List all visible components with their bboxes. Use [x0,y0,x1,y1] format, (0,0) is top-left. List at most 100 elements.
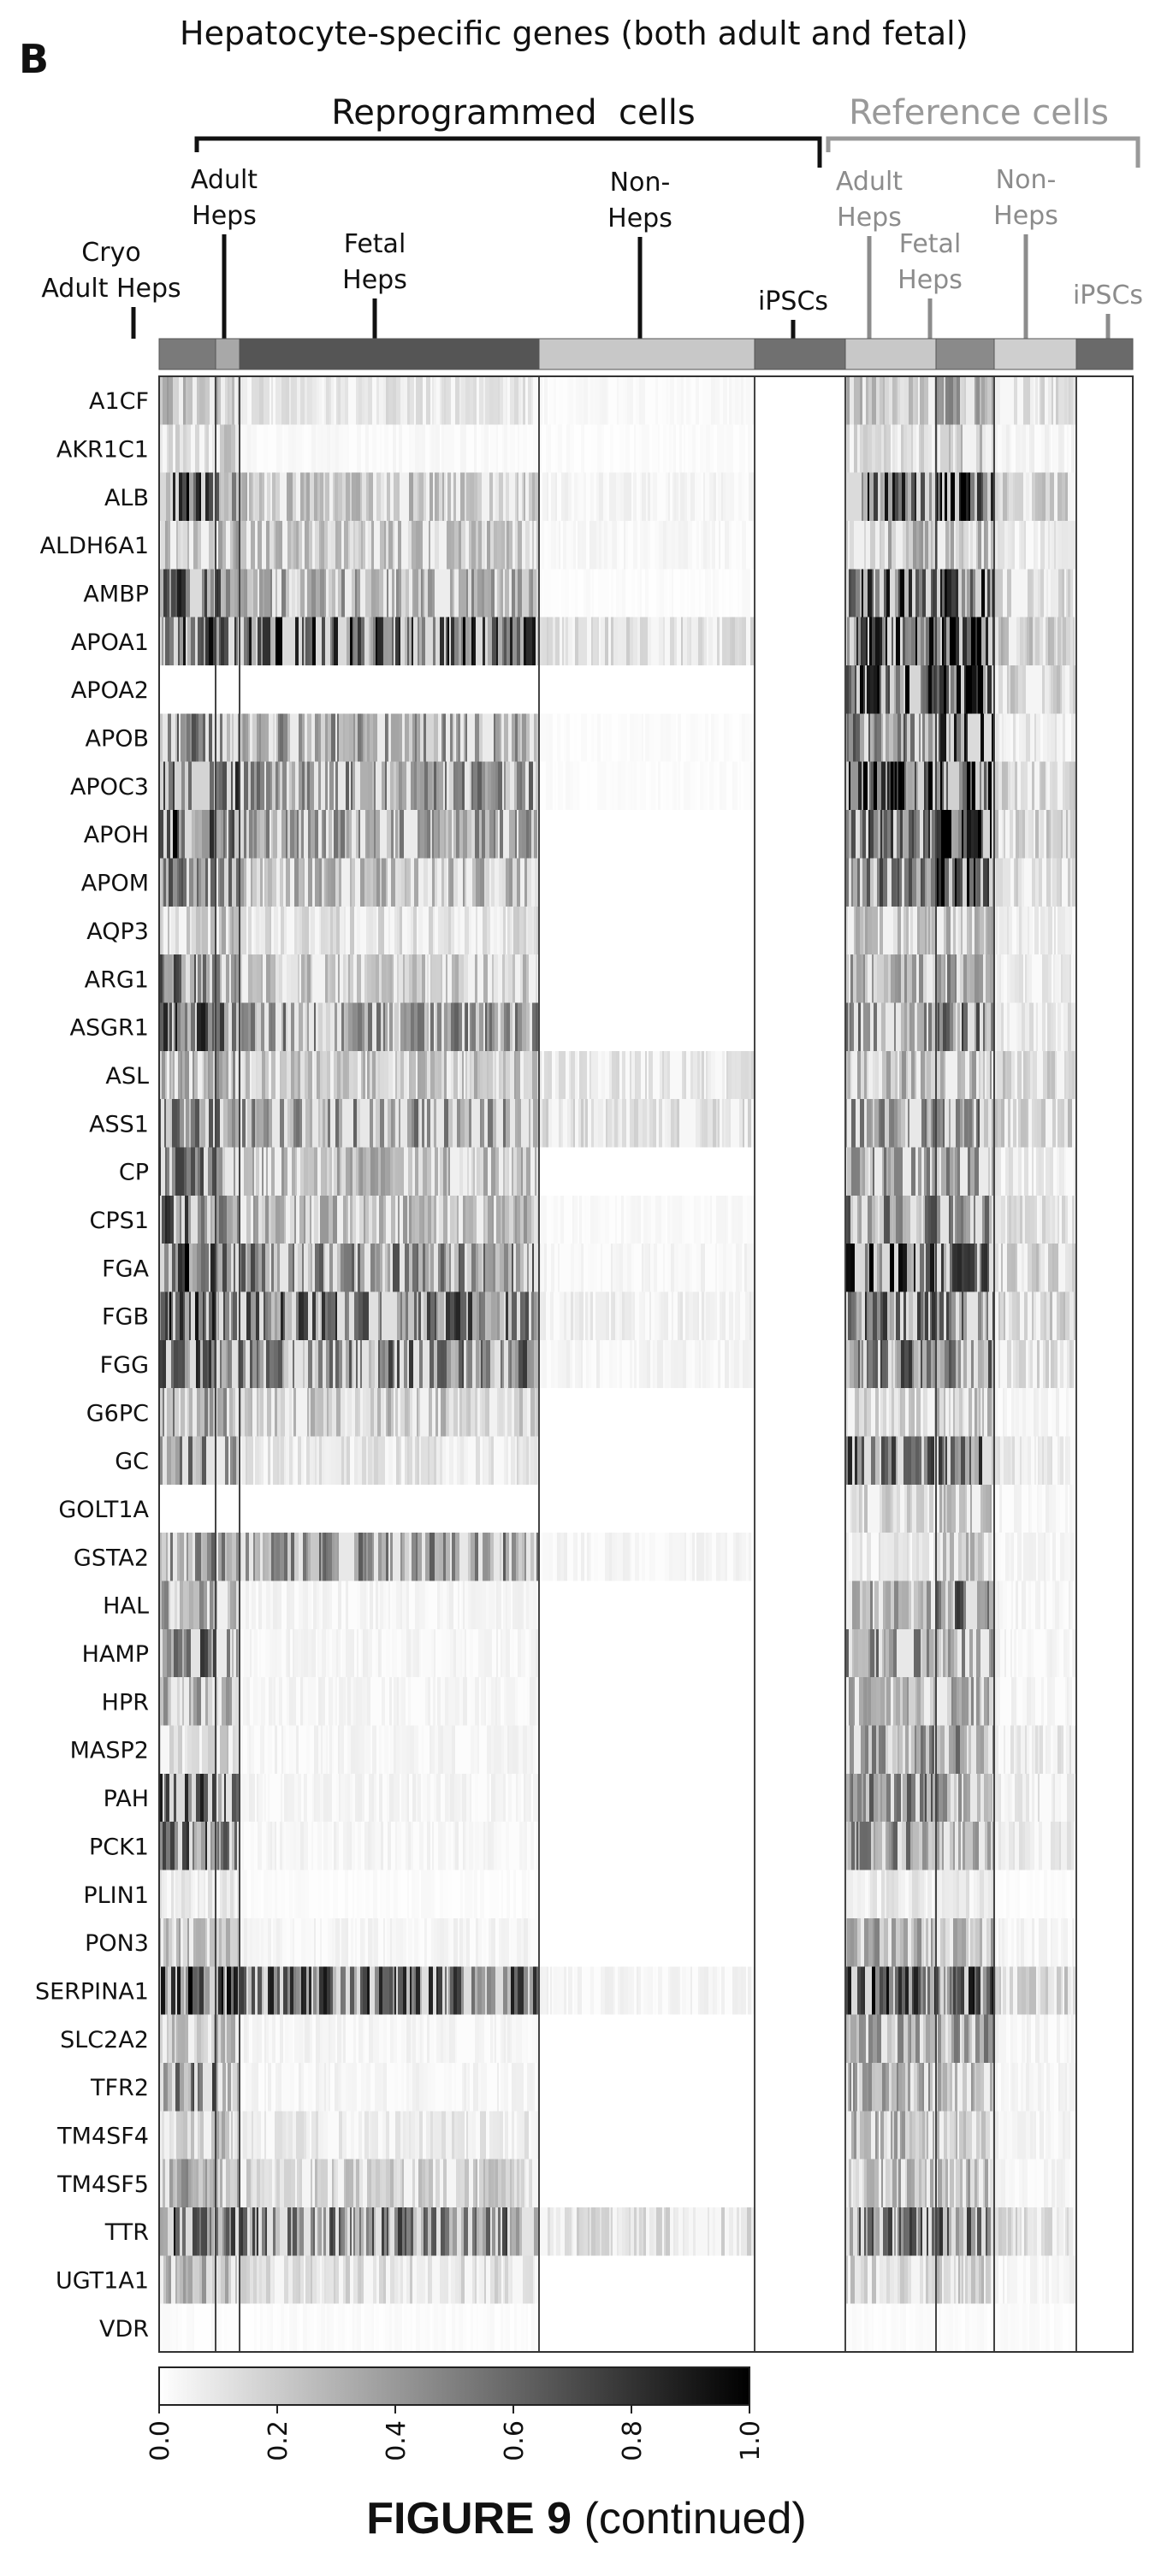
heatmap-stripe [864,1099,867,1148]
heatmap-stripe [230,906,232,955]
heatmap-stripe [963,521,965,570]
heatmap-stripe [1030,376,1034,425]
heatmap-stripe [881,713,883,762]
heatmap-stripe [444,617,446,666]
heatmap-stripe [898,1099,901,1148]
heatmap-stripe [247,1099,252,1148]
heatmap-stripe [524,1244,525,1292]
heatmap-stripe [316,1002,318,1051]
heatmap-stripe [677,569,680,617]
heatmap-stripe [1042,665,1045,714]
heatmap-stripe [332,617,334,666]
heatmap-stripe [343,1195,347,1244]
heatmap-stripe [895,954,898,1003]
heatmap-stripe [956,906,958,955]
heatmap-stripe [206,1050,208,1100]
heatmap-stripe [270,617,272,666]
heatmap-stripe [976,1002,980,1051]
heatmap-stripe [358,1244,360,1292]
heatmap-stripe [401,858,405,907]
heatmap-stripe [642,1244,643,1292]
heatmap-stripe [501,569,503,617]
heatmap-stripe [216,810,218,859]
heatmap-stripe [515,1099,518,1148]
heatmap-stripe [543,713,546,762]
heatmap-stripe [348,521,350,570]
heatmap-stripe [420,713,424,762]
heatmap-stripe [1034,569,1038,617]
heatmap-stripe [216,1147,219,1196]
heatmap-stripe [667,569,669,617]
heatmap-stripe [874,665,877,714]
heatmap-stripe [990,810,992,859]
heatmap-stripe [469,906,471,955]
heatmap-stripe [233,1291,237,1340]
heatmap-stripe [1063,521,1068,570]
heatmap-stripe [385,761,387,811]
heatmap-stripe [912,1002,915,1051]
heatmap-stripe [292,761,295,811]
heatmap-stripe [418,1099,420,1148]
heatmap-stripe [880,472,883,522]
heatmap-stripe [395,1195,398,1244]
heatmap-stripe [280,472,284,522]
heatmap-stripe [399,713,402,762]
heatmap-stripe [479,713,483,762]
heatmap-stripe [347,1195,348,1244]
heatmap-stripe [1002,761,1005,811]
heatmap-stripe [424,1291,427,1340]
heatmap-stripe [951,472,955,522]
heatmap-stripe [925,810,928,859]
heatmap-stripe [510,906,512,955]
heatmap-stripe [450,424,454,473]
heatmap-stripe [1038,376,1040,425]
heatmap-stripe [459,569,460,617]
heatmap-stripe [564,1195,567,1244]
heatmap-stripe [972,906,975,955]
heatmap-stripe [466,569,468,617]
heatmap-stripe [234,906,236,955]
heatmap-stripe [978,521,981,570]
heatmap-stripe [1021,1099,1023,1148]
heatmap-stripe [502,424,504,473]
heatmap-stripe [583,1050,587,1100]
heatmap-stripe [405,858,406,907]
heatmap-stripe [352,1002,356,1051]
heatmap-stripe [1048,906,1052,955]
heatmap-stripe [345,376,348,425]
heatmap-stripe [364,713,367,762]
heatmap-stripe [463,1195,465,1244]
heatmap-stripe [542,472,547,522]
heatmap-stripe [618,713,621,762]
heatmap-stripe [856,906,860,955]
heatmap-stripe [517,472,518,522]
heatmap-stripe [393,1002,394,1051]
heatmap-stripe [201,954,203,1003]
heatmap-stripe [523,954,526,1003]
heatmap-stripe [949,424,951,473]
heatmap-stripe [399,954,403,1003]
heatmap-stripe [275,1195,280,1244]
heatmap-stripe [928,424,932,473]
heatmap-stripe [291,1050,294,1100]
heatmap-stripe [387,761,390,811]
heatmap-stripe [429,954,430,1003]
heatmap-stripe [1018,1002,1022,1051]
heatmap-stripe [748,761,750,811]
heatmap-stripe [562,1244,566,1292]
heatmap-stripe [655,424,658,473]
heatmap-stripe [849,665,851,714]
heatmap-stripe [471,569,474,617]
heatmap-stripe [847,376,850,425]
heatmap-stripe [507,617,510,666]
heatmap-stripe [547,617,548,666]
heatmap-stripe [289,376,291,425]
heatmap-stripe [1046,858,1051,907]
heatmap-stripe [402,906,406,955]
heatmap-cell-cps1-0 [159,1195,216,1244]
heatmap-stripe [894,1002,896,1051]
heatmap-stripe [912,1195,916,1244]
heatmap-stripe [1062,665,1065,714]
heatmap-stripe [932,810,935,859]
heatmap-stripe [898,424,901,473]
